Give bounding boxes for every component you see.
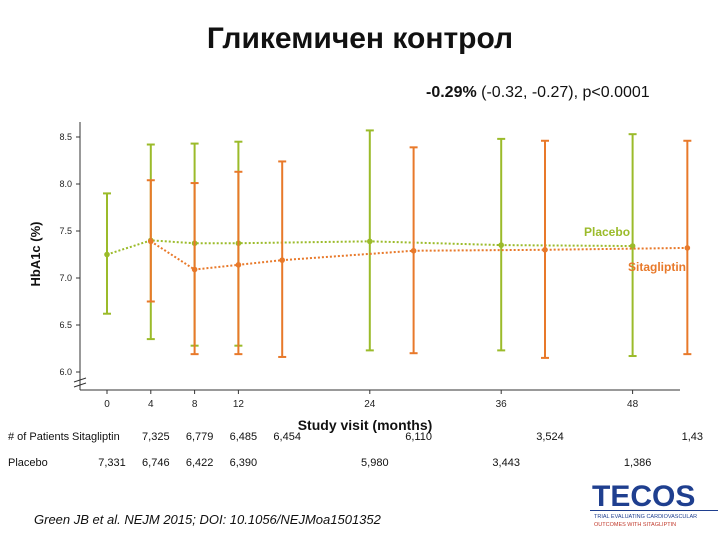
y-tick-label: 8.0 <box>59 179 72 189</box>
tecos-logo: TECOS TRIAL EVALUATING CARDIOVASCULAR OU… <box>590 480 718 528</box>
y-tick-label: 7.5 <box>59 226 72 236</box>
x-axis-label: Study visit (months) <box>298 417 433 433</box>
x-tick-label: 8 <box>192 399 198 410</box>
patients-row-label: Placebo <box>8 457 48 469</box>
logo-subtitle-2: OUTCOMES WITH SITAGLIPTIN <box>594 522 676 528</box>
patient-count: 6,746 <box>142 457 170 469</box>
series-label-placebo: Placebo <box>584 225 630 239</box>
y-tick-label: 8.5 <box>59 132 72 142</box>
data-point <box>191 266 198 273</box>
patient-count: 6,779 <box>186 431 214 443</box>
x-tick-label: 12 <box>233 399 245 410</box>
data-point <box>235 262 242 268</box>
data-point <box>542 247 548 253</box>
data-point <box>367 238 373 245</box>
y-tick-label: 6.0 <box>59 367 72 377</box>
patient-count: 6,110 <box>405 431 432 443</box>
patient-count: 5,980 <box>361 457 389 469</box>
axis-break-mark <box>73 382 87 388</box>
y-tick-label: 6.5 <box>59 320 72 330</box>
patient-count: 7,325 <box>142 431 170 443</box>
data-point <box>104 251 110 258</box>
patient-count: 1,43 <box>682 431 703 443</box>
patient-count: 3,443 <box>492 457 520 469</box>
patients-row-label: Sitagliptin <box>72 431 120 443</box>
data-point <box>279 257 286 263</box>
x-tick-label: 0 <box>104 399 110 410</box>
y-axis-label: HbA1c (%) <box>28 221 43 286</box>
patient-count: 1,386 <box>624 457 652 469</box>
patient-count: 3,524 <box>536 431 564 443</box>
data-point <box>498 242 505 248</box>
series-label-sitagliptin: Sitagliptin <box>628 260 686 274</box>
treatment-difference: -0.29% (-0.32, -0.27), p<0.0001 <box>426 84 650 102</box>
x-tick-label: 36 <box>496 399 508 410</box>
patients-header: # of Patients <box>8 431 70 443</box>
data-point <box>684 245 691 251</box>
patient-count: 7,331 <box>98 457 126 469</box>
difference-ci: (-0.32, -0.27), p<0.0001 <box>476 84 650 101</box>
logo-subtitle-1: TRIAL EVALUATING CARDIOVASCULAR <box>594 514 697 520</box>
patient-count: 6,485 <box>230 431 258 443</box>
axis-break-mark <box>73 377 87 383</box>
difference-value: -0.29% <box>426 84 477 101</box>
slide-title: Гликемичен контрол <box>206 22 514 55</box>
data-point <box>410 247 417 254</box>
patient-count: 6,454 <box>273 431 301 443</box>
data-point <box>629 243 636 249</box>
data-point <box>148 238 154 245</box>
series-line-sitagliptin <box>150 240 688 271</box>
patient-count: 6,390 <box>230 457 258 469</box>
y-tick-label: 7.0 <box>59 273 72 283</box>
logo-text: TECOS <box>592 480 695 513</box>
x-tick-label: 4 <box>148 399 154 410</box>
x-tick-label: 48 <box>627 399 639 410</box>
patient-count: 6,422 <box>186 457 214 469</box>
citation: Green JB et al. NEJM 2015; DOI: 10.1056/… <box>34 512 381 527</box>
x-tick-label: 24 <box>364 399 376 410</box>
